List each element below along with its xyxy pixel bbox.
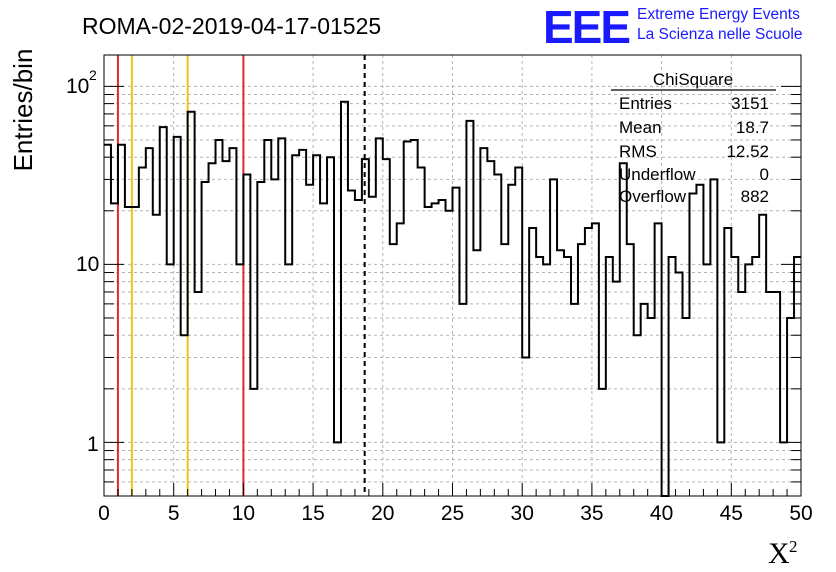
x-tick-label: 10 [232, 502, 255, 525]
y-tick-labels: 10 2 10 1 [66, 67, 99, 456]
stats-label-underflow: Underflow [619, 165, 696, 184]
x-tick-labels: 0 5 10 15 20 25 30 35 40 45 50 [98, 502, 813, 525]
x-tick-label: 15 [301, 502, 324, 525]
logo-line-2: La Scienza nelle Scuole [637, 26, 802, 43]
x-axis-label: X 2 [768, 537, 798, 570]
stats-value-mean: 18.7 [736, 118, 769, 137]
y-tick-label-10-linear: 10 [76, 253, 99, 276]
x-tick-label: 20 [371, 502, 394, 525]
x-axis-label-superscript: 2 [789, 537, 798, 556]
logo-mark: EEE [543, 1, 629, 53]
x-tick-label: 25 [441, 502, 464, 525]
y-tick-label-exponent: 2 [89, 67, 97, 83]
y-tick-label-10: 10 [66, 75, 89, 98]
x-tick-label: 30 [511, 502, 534, 525]
x-tick-label: 45 [720, 502, 743, 525]
stats-value-overflow: 882 [741, 187, 769, 206]
eee-logo: EEE Extreme Energy Events La Scienza nel… [543, 1, 802, 53]
x-axis-label-main: X [768, 537, 790, 570]
stats-label-entries: Entries [619, 94, 672, 113]
x-tick-label: 0 [98, 502, 110, 525]
y-tick-label-1: 1 [87, 433, 99, 456]
marker-lines [116, 55, 366, 496]
logo-line-1: Extreme Energy Events [637, 6, 800, 23]
histogram-series [104, 100, 801, 497]
stats-label-rms: RMS [619, 142, 657, 161]
stats-value-rms: 12.52 [726, 142, 769, 161]
axis-ticks [103, 85, 802, 496]
stats-value-underflow: 0 [760, 165, 769, 184]
stats-box: ChiSquare Entries 3151 Mean 18.7 RMS 12.… [611, 70, 776, 206]
stats-value-entries: 3151 [731, 94, 769, 113]
x-tick-label: 40 [650, 502, 673, 525]
x-tick-label: 50 [789, 502, 812, 525]
stats-label-mean: Mean [619, 118, 662, 137]
chart-title: ROMA-02-2019-04-17-01525 [82, 13, 381, 39]
stats-title: ChiSquare [653, 70, 733, 89]
stats-label-overflow: Overflow [619, 187, 687, 206]
x-tick-label: 5 [168, 502, 180, 525]
y-axis-label: Entries/bin [8, 49, 38, 172]
x-tick-label: 35 [580, 502, 603, 525]
grid [104, 55, 801, 496]
